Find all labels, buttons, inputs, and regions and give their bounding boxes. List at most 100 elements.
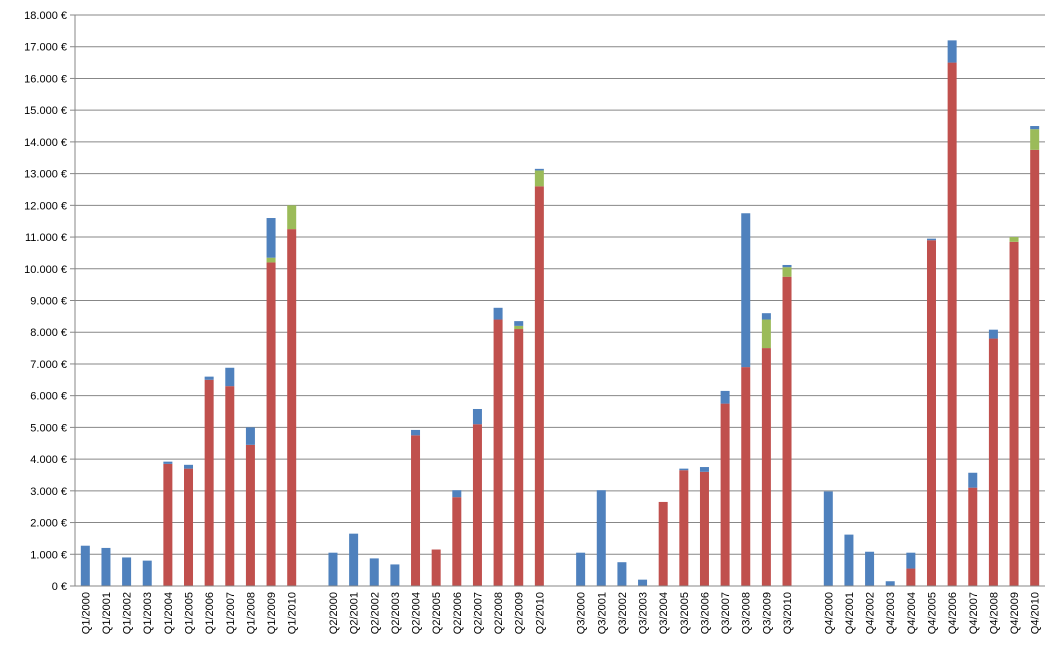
y-tick-label: 1.000 € [30,549,67,561]
bar-segment [1030,126,1040,130]
bar-segment [761,313,771,320]
y-tick-label: 15.000 € [24,105,67,117]
bar-segment [266,218,276,258]
y-tick-label: 2.000 € [30,518,67,530]
x-tick-label: Q4/2009 [1009,592,1021,634]
bar-segment [266,257,276,263]
bar-segment [204,379,214,586]
bar-segment [266,262,276,586]
x-tick-label: Q2/2005 [431,592,443,634]
x-tick-label: Q1/2001 [101,592,113,634]
x-tick-label: Q1/2009 [266,592,278,634]
x-tick-label: Q1/2010 [287,592,299,634]
x-tick-label: Q2/2003 [390,592,402,634]
bar-segment [658,501,668,586]
bar-segment [472,424,482,586]
x-tick-label: Q4/2010 [1030,592,1042,634]
x-tick-label: Q1/2008 [245,592,257,634]
bar-segment [514,325,524,330]
bar-segment [452,497,462,586]
x-tick-label: Q3/2007 [720,592,732,634]
x-tick-label: Q4/2004 [906,592,918,634]
bar-segment [947,40,957,63]
y-tick-label: 10.000 € [24,264,67,276]
bar-segment [245,427,255,445]
bar-segment [1009,237,1019,242]
y-tick-label: 13.000 € [24,169,67,181]
x-tick-label: Q4/2000 [823,592,835,634]
bar-segment [906,552,916,569]
bar-segment [679,468,689,471]
bar-segment [617,562,627,586]
x-tick-label: Q2/2010 [534,592,546,634]
bar-segment [411,429,421,436]
bar-segment [823,491,833,586]
bar-segment [534,168,544,171]
y-tick-label: 11.000 € [25,232,67,244]
x-tick-label: Q1/2000 [80,592,92,634]
x-tick-label: Q1/2002 [122,592,134,634]
bar-segment [926,238,936,241]
bar-segment [369,558,379,586]
x-tick-label: Q1/2003 [142,592,154,634]
bar-segment [1030,149,1040,586]
x-tick-label: Q2/2001 [349,592,361,634]
bar-segment [349,533,359,586]
x-tick-label: Q3/2004 [658,592,670,634]
bar-segment [968,487,978,586]
bar-segment [761,319,771,349]
bar-segment [865,551,875,586]
bar-segment [782,264,792,268]
bar-segment [225,367,235,387]
bar-segment [452,490,462,498]
y-tick-label: 4.000 € [30,454,67,466]
bar-segment [80,545,90,586]
bar-segment [1009,241,1019,586]
bar-segment [1030,129,1040,150]
x-tick-label: Q2/2006 [452,592,464,634]
bar-segment [988,338,998,586]
x-tick-label: Q2/2004 [411,592,423,634]
bar-segment [204,376,214,380]
x-tick-label: Q3/2002 [617,592,629,634]
x-tick-label: Q3/2006 [699,592,711,634]
y-tick-label: 9.000 € [30,296,67,308]
bar-segment [163,461,173,464]
y-tick-label: 3.000 € [30,486,67,498]
x-tick-label: Q4/2005 [926,592,938,634]
bar-segment [741,367,751,586]
y-tick-label: 12.000 € [24,200,67,212]
bar-segment [184,468,194,586]
bar-segment [328,552,338,586]
x-tick-label: Q3/2003 [638,592,650,634]
x-tick-label: Q4/2002 [865,592,877,634]
bar-segment [122,557,132,586]
bar-segment [988,329,998,339]
bar-segment [493,319,503,586]
y-tick-label: 14.000 € [24,137,67,149]
bar-segment [844,534,854,586]
y-tick-label: 17.000 € [24,42,67,54]
bar-segment [225,386,235,586]
bar-segment [163,463,173,586]
bar-segment [699,467,709,472]
bar-segment [245,444,255,586]
x-tick-label: Q1/2004 [163,592,175,634]
bar-segment [472,408,482,425]
x-tick-label: Q4/2008 [988,592,1000,634]
x-tick-label: Q4/2001 [844,592,856,634]
bar-segment [390,564,400,586]
bar-segment [534,186,544,587]
bar-segment [576,552,586,586]
bar-segment [906,568,916,586]
bar-segment [926,240,936,586]
x-tick-label: Q2/2000 [328,592,340,634]
bar-segment [493,307,503,320]
y-tick-label: 6.000 € [30,391,67,403]
bar-segment [411,435,421,586]
x-tick-label: Q4/2003 [885,592,897,634]
bar-segment [741,213,751,368]
bar-segment [720,390,730,404]
bar-segment [287,229,297,586]
